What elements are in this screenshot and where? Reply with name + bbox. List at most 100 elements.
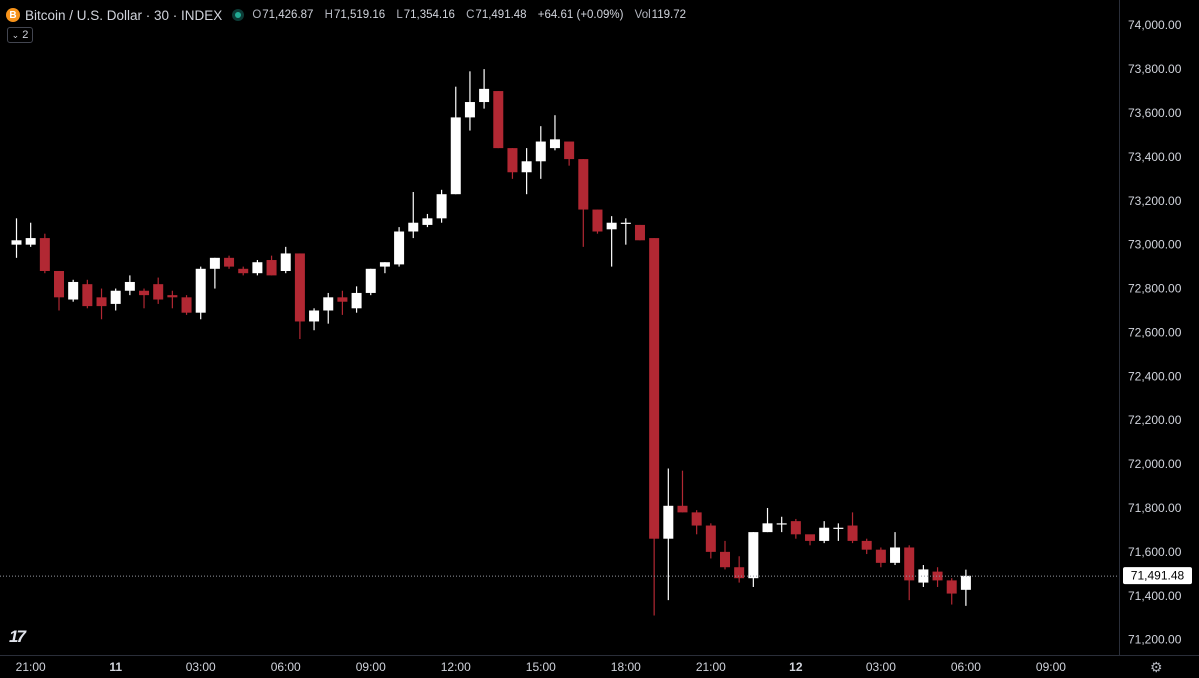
- candle-body[interactable]: [464, 102, 475, 118]
- candle-body[interactable]: [734, 567, 745, 579]
- tradingview-logo-icon[interactable]: 17: [9, 627, 26, 646]
- candle-body[interactable]: [124, 281, 135, 291]
- candle-body[interactable]: [39, 238, 50, 271]
- candle-body[interactable]: [436, 194, 447, 219]
- candle-body[interactable]: [564, 141, 575, 160]
- candle-body[interactable]: [663, 505, 674, 539]
- candle-body[interactable]: [861, 540, 872, 550]
- candle-body[interactable]: [153, 284, 164, 300]
- candle-body[interactable]: [549, 139, 560, 149]
- candle-body[interactable]: [96, 297, 107, 307]
- candle-body[interactable]: [351, 292, 362, 309]
- candle-body[interactable]: [521, 161, 532, 173]
- price-tick-label: 73,400.00: [1128, 150, 1182, 164]
- candle-body[interactable]: [139, 290, 150, 296]
- candle-body[interactable]: [776, 523, 787, 525]
- candle-body[interactable]: [68, 281, 79, 300]
- price-tick-label: 74,000.00: [1128, 18, 1182, 32]
- candle-body[interactable]: [918, 569, 929, 583]
- candle-body[interactable]: [833, 527, 844, 529]
- symbol-header: B Bitcoin / U.S. Dollar · 30 · INDEX O71…: [6, 6, 686, 24]
- price-axis[interactable]: 74,000.00 73,800.00 73,600.00 73,400.00 73,2…: [1128, 18, 1182, 646]
- gear-icon[interactable]: ⚙: [1150, 659, 1163, 675]
- market-status-icon[interactable]: [232, 9, 245, 21]
- candle-body[interactable]: [294, 253, 305, 322]
- candle-body[interactable]: [578, 159, 589, 210]
- time-tick-label: 12: [789, 660, 803, 674]
- candle-body[interactable]: [394, 231, 405, 265]
- candle-body[interactable]: [790, 521, 801, 535]
- candle-body[interactable]: [677, 505, 688, 513]
- time-tick-label: 06:00: [951, 660, 981, 674]
- price-tick-label: 71,400.00: [1128, 589, 1182, 603]
- time-axis[interactable]: 21:00 11 03:00 06:00 09:00 12:00 15:00 18:00 21:…: [16, 660, 1067, 674]
- time-tick-label: 09:00: [1036, 660, 1066, 674]
- candle-body[interactable]: [422, 218, 433, 225]
- candle-body[interactable]: [25, 238, 36, 245]
- candle-body[interactable]: [209, 257, 220, 269]
- close-value: 71,491.48: [475, 9, 527, 21]
- candle-body[interactable]: [762, 523, 773, 533]
- candle-body[interactable]: [82, 284, 93, 307]
- candle-body[interactable]: [946, 580, 957, 594]
- chevron-down-icon: ⌄: [11, 29, 20, 40]
- candle-body[interactable]: [748, 532, 759, 579]
- candle-body[interactable]: [493, 91, 504, 149]
- candles-layer: [11, 69, 971, 616]
- candle-body[interactable]: [606, 222, 617, 230]
- price-tick-label: 72,400.00: [1128, 369, 1182, 383]
- candle-body[interactable]: [323, 297, 334, 311]
- candle-body[interactable]: [450, 117, 461, 195]
- candle-body[interactable]: [620, 222, 631, 224]
- time-tick-label: 15:00: [526, 660, 556, 674]
- candle-body[interactable]: [592, 209, 603, 232]
- time-tick-label: 03:00: [186, 660, 216, 674]
- candle-body[interactable]: [379, 262, 390, 267]
- symbol-title[interactable]: Bitcoin / U.S. Dollar · 30 · INDEX: [25, 7, 223, 23]
- price-tick-label: 73,000.00: [1128, 238, 1182, 252]
- candle-body[interactable]: [238, 268, 249, 274]
- candle-body[interactable]: [819, 527, 830, 541]
- candle-body[interactable]: [960, 575, 971, 590]
- candle-body[interactable]: [266, 260, 277, 276]
- change-value: +64.61 (+0.09%): [537, 9, 624, 21]
- price-tick-label: 72,200.00: [1128, 413, 1182, 427]
- last-price-label: 71,491.48: [1123, 567, 1192, 585]
- candle-body[interactable]: [54, 270, 65, 298]
- candle-body[interactable]: [932, 571, 943, 581]
- candle-body[interactable]: [507, 148, 518, 173]
- candle-body[interactable]: [875, 549, 886, 563]
- candle-body[interactable]: [705, 525, 716, 552]
- candle-body[interactable]: [365, 268, 376, 293]
- candle-body[interactable]: [535, 141, 546, 162]
- candle-body[interactable]: [479, 88, 490, 103]
- candle-body[interactable]: [805, 534, 816, 541]
- candle-body[interactable]: [167, 295, 178, 298]
- candle-body[interactable]: [904, 547, 915, 581]
- time-tick-label: 06:00: [271, 660, 301, 674]
- candle-body[interactable]: [280, 253, 291, 271]
- candle-body[interactable]: [224, 257, 235, 267]
- candle-body[interactable]: [847, 525, 858, 541]
- price-tick-label: 72,600.00: [1128, 325, 1182, 339]
- candle-body[interactable]: [890, 547, 901, 563]
- candle-body[interactable]: [181, 297, 192, 313]
- candle-body[interactable]: [634, 224, 645, 241]
- candle-body[interactable]: [110, 290, 121, 304]
- candle-body[interactable]: [408, 222, 419, 232]
- indicator-collapse-button[interactable]: ⌄ 2: [7, 27, 33, 43]
- candle-body[interactable]: [195, 268, 206, 313]
- candle-body[interactable]: [252, 262, 263, 274]
- candle-body[interactable]: [11, 240, 22, 245]
- candle-body[interactable]: [309, 310, 320, 322]
- candle-body[interactable]: [337, 297, 348, 302]
- price-tick-label: 73,600.00: [1128, 106, 1182, 120]
- candle-body[interactable]: [649, 238, 660, 539]
- time-tick-label: 21:00: [696, 660, 726, 674]
- time-tick-label: 03:00: [866, 660, 896, 674]
- open-value: 71,426.87: [262, 9, 314, 21]
- candle-body[interactable]: [691, 512, 702, 526]
- candle-body[interactable]: [720, 551, 730, 568]
- low-value: 71,354.16: [403, 9, 455, 21]
